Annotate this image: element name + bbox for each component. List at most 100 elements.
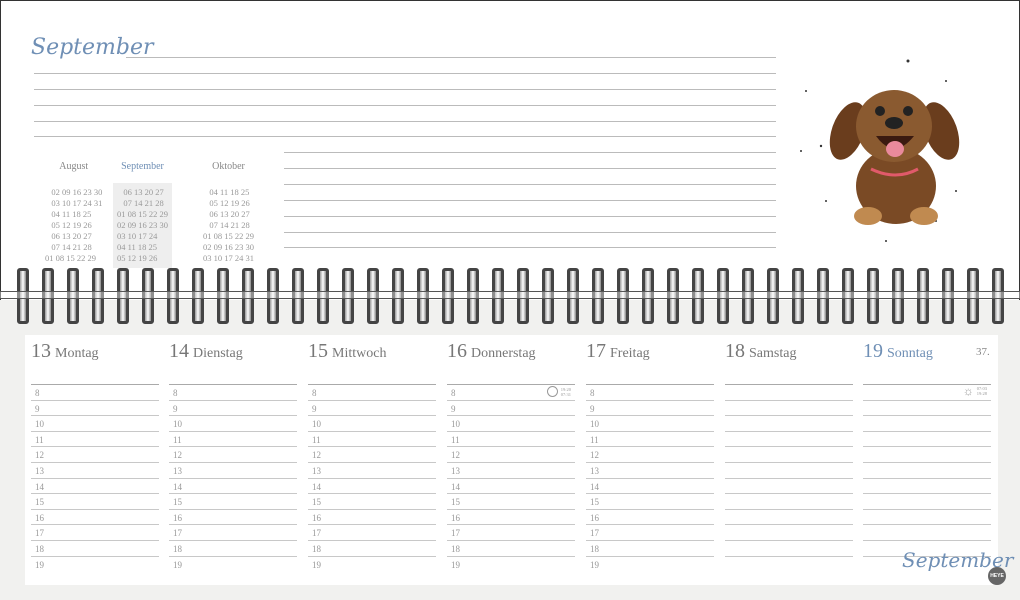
- hour-row: [863, 493, 991, 509]
- day-number: 15: [308, 340, 328, 362]
- mini-calendar-august: August 02 09 16 23 30 03 10 17 24 31 04 …: [41, 161, 106, 268]
- hour-row: [725, 430, 853, 447]
- mini-calendar-grid: 06 13 20 27 07 14 21 28 01 08 15 22 29 02 …: [113, 183, 172, 268]
- hour-row: 18: [308, 539, 436, 556]
- day-name: Freitag: [610, 346, 650, 361]
- note-line: [284, 168, 776, 169]
- day-name: Samstag: [749, 346, 797, 361]
- mini-calendar-row: 06 13 20 27: [45, 231, 92, 241]
- hour-label: 13: [312, 465, 321, 476]
- hour-label: 19: [312, 559, 321, 570]
- spiral-ring: [992, 268, 1004, 324]
- day-column-mittwoch: 15 Mittwoch 8 9 10 11 12 13 14 15 16 17 18 19: [308, 340, 436, 571]
- astro-time: 19:20: [560, 386, 571, 392]
- hour-row: 14: [447, 477, 575, 494]
- hour-label: 16: [451, 512, 460, 523]
- astro-time: 19:28: [976, 391, 987, 396]
- binding-bar: [0, 291, 1020, 299]
- hour-label: 10: [173, 419, 182, 430]
- hour-row: [863, 415, 991, 431]
- hour-row: 18: [586, 539, 714, 556]
- note-line: [284, 200, 776, 201]
- hour-label: 12: [451, 450, 460, 461]
- hour-label: 16: [173, 512, 182, 523]
- spiral-ring: [492, 268, 504, 324]
- day-number: 16: [447, 340, 467, 362]
- mini-calendar-row: 07 14 21 28: [45, 242, 92, 252]
- month-title: September: [31, 35, 154, 60]
- day-header: 17 Freitag: [586, 340, 714, 366]
- spiral-ring: [917, 268, 929, 324]
- hour-row: [863, 555, 991, 572]
- hour-label: 15: [590, 497, 599, 508]
- spiral-ring: [367, 268, 379, 324]
- astro-info: ☼ 07:03 19:28: [963, 385, 987, 397]
- hour-label: 17: [590, 528, 599, 539]
- spiral-ring: [167, 268, 179, 324]
- hour-label: 11: [312, 434, 321, 445]
- hour-row: [725, 555, 853, 572]
- hour-label: 14: [590, 481, 599, 492]
- hour-label: 13: [590, 465, 599, 476]
- hour-label: 10: [35, 419, 44, 430]
- mini-calendar-row: 03 10 17 24 31: [203, 253, 254, 263]
- spiral-ring: [667, 268, 679, 324]
- spiral-ring: [42, 268, 54, 324]
- hour-row: 17: [447, 524, 575, 540]
- day-name: Sonntag: [887, 346, 933, 361]
- hour-row: [725, 477, 853, 494]
- spiral-ring: [642, 268, 654, 324]
- hour-label: 11: [451, 434, 460, 445]
- hour-row: [863, 524, 991, 540]
- hour-row: 17: [169, 524, 297, 540]
- spiral-ring: [867, 268, 879, 324]
- note-line: [284, 152, 776, 153]
- spiral-ring: [417, 268, 429, 324]
- hour-label: 8: [312, 388, 317, 398]
- top-sheet: September August 02 09 16 23 30 03 10 17…: [0, 0, 1020, 300]
- astro-times: 07:03 19:28: [977, 386, 987, 396]
- mini-calendar-september: September 06 13 20 27 07 14 21 28 01 08 1…: [113, 161, 172, 268]
- spiral-ring: [717, 268, 729, 324]
- day-header: 14 Dienstag: [169, 340, 297, 366]
- spiral-ring: [342, 268, 354, 324]
- note-line: [34, 89, 776, 90]
- hour-row: 8: [31, 384, 159, 400]
- mini-calendar-grid: 02 09 16 23 30 03 10 17 24 31 04 11 18 2…: [41, 183, 106, 268]
- hour-label: 16: [35, 512, 44, 523]
- hour-label: 9: [590, 403, 595, 414]
- hour-row: 15: [308, 493, 436, 509]
- hour-row: 10: [169, 415, 297, 431]
- hour-label: 8: [35, 388, 40, 398]
- day-header: 16 Donnerstag: [447, 340, 575, 366]
- hour-row: 18: [169, 539, 297, 556]
- astro-time: 07:31: [560, 391, 571, 397]
- hour-row: 9: [447, 399, 575, 416]
- hour-row: 11: [447, 430, 575, 447]
- hour-label: 18: [173, 543, 182, 554]
- hour-row: 9: [31, 399, 159, 416]
- hour-rows: 8 9 10 11 12 13 14 15 16 17 18 19: [169, 384, 297, 571]
- hour-row: 15: [169, 493, 297, 509]
- mini-calendar-row: 04 11 18 25: [203, 187, 250, 197]
- spiral-ring: [517, 268, 529, 324]
- astro-time: 07:03: [976, 386, 987, 391]
- mini-calendar-row: 07 14 21 28: [203, 220, 250, 230]
- hour-row: 11: [586, 430, 714, 447]
- spiral-ring: [692, 268, 704, 324]
- brand-logo: HEYE: [988, 567, 1006, 585]
- mini-calendar-month: September: [121, 161, 164, 172]
- hour-label: 19: [35, 559, 44, 570]
- hour-row: [863, 477, 991, 494]
- hour-row: 11: [31, 430, 159, 447]
- mini-calendar-row: 03 10 17 24 31: [45, 198, 103, 208]
- astro-info: 19:20 07:31: [546, 386, 571, 397]
- day-header: 13 Montag: [31, 340, 159, 366]
- hour-row: 19: [169, 555, 297, 572]
- hour-label: 17: [312, 528, 321, 539]
- hour-label: 9: [35, 403, 40, 414]
- spiral-ring: [617, 268, 629, 324]
- hour-label: 14: [35, 481, 44, 492]
- day-number: 13: [31, 340, 51, 362]
- hour-row: 19: [31, 555, 159, 572]
